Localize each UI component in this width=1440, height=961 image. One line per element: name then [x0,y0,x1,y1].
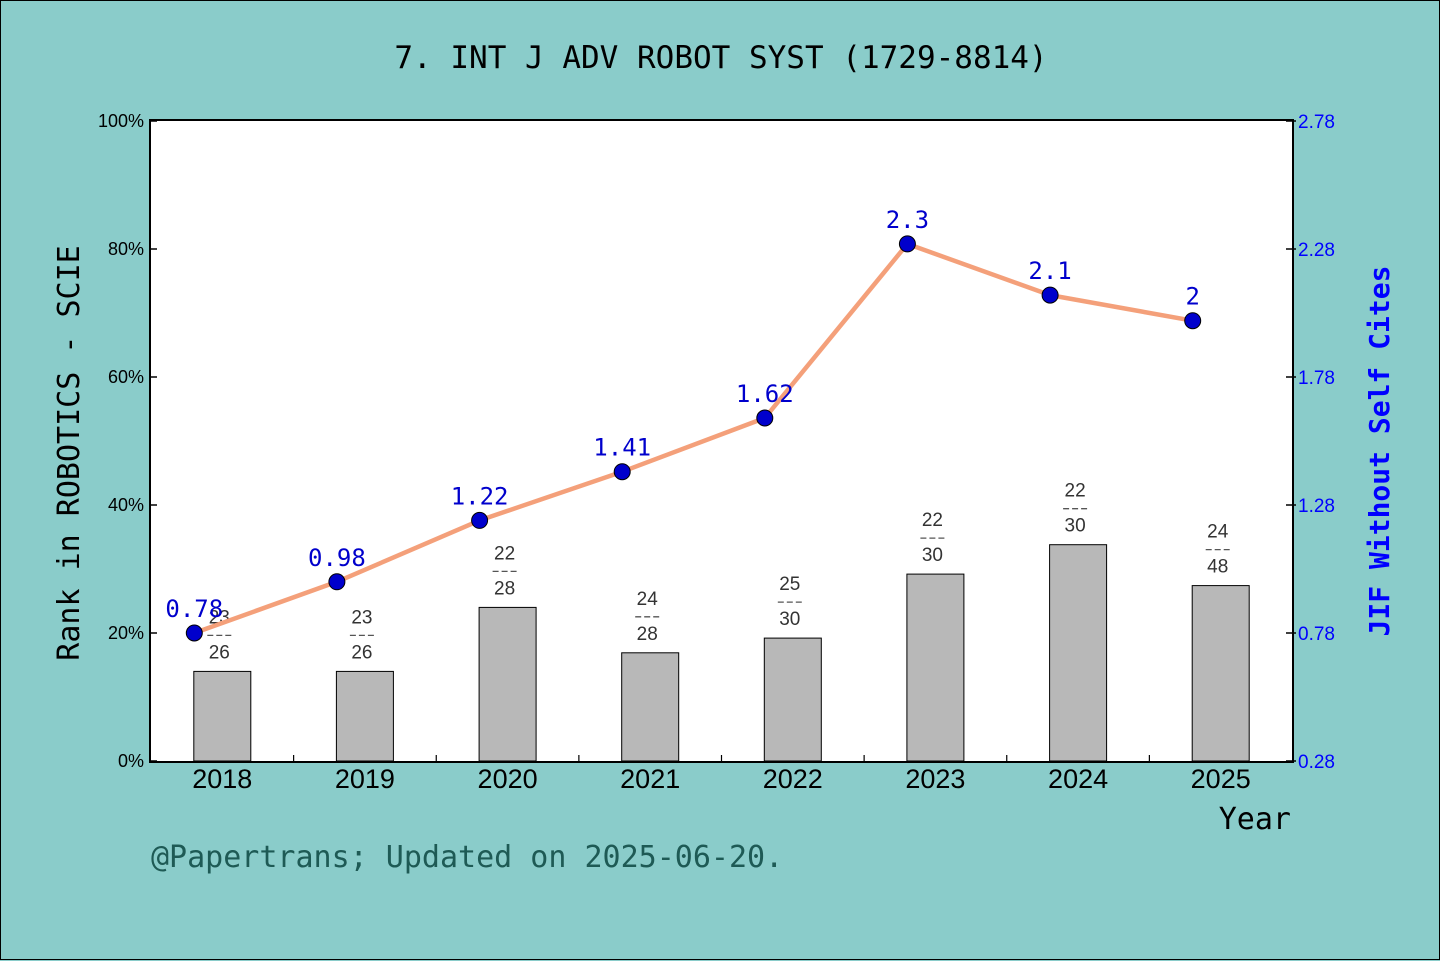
y-left-tick-2: 40% [108,495,144,515]
footer-credit: @Papertrans; Updated on 2025-06-20. [151,840,783,875]
bar-2018 [193,670,252,762]
rank-total-2024: 30 [1065,516,1086,537]
plot-area [149,119,1294,763]
jif-label-2018: 0.78 [165,595,223,623]
rank-label-2023: 22 [922,510,943,531]
rank-label-2022: 25 [779,574,800,595]
y-axis-right-title: JIF Without Self Cites [1363,266,1396,637]
jif-point-2025 [1184,312,1202,330]
x-tick-2022: 2022 [763,764,823,794]
y-right-tick-3: 1.78 [1298,368,1335,389]
bar-2025 [1191,585,1250,762]
rank-total-2021: 28 [637,624,658,645]
rank-label-2019: 23 [351,607,372,628]
y-right-tick-2: 1.28 [1298,496,1335,517]
y-right-tick-0: 0.28 [1298,752,1335,773]
jif-label-2021: 1.41 [593,434,651,462]
y-axis-left-title: Rank in ROBOTICS - SCIE [52,245,87,660]
jif-label-2023: 2.3 [886,206,929,234]
y-left-tick-0: 0% [118,751,144,771]
y-right-tick-5: 2.78 [1298,112,1335,133]
x-tick-2019: 2019 [335,764,395,794]
rank-total-2018: 26 [209,642,230,663]
jif-point-2021 [613,463,631,481]
jif-point-2018 [185,624,203,642]
x-tick-2023: 2023 [905,764,965,794]
rank-label-2020: 22 [494,543,515,564]
rank-total-2022: 30 [779,609,800,630]
jif-label-2022: 1.62 [736,380,794,408]
jif-label-2024: 2.1 [1028,257,1071,285]
chart-title: 7. INT J ADV ROBOT SYST (1729-8814) [394,40,1047,76]
y-right-tick-4: 2.28 [1298,240,1335,261]
rank-label-2024: 22 [1065,481,1086,502]
bar-2023 [906,573,965,762]
jif-point-2024 [1041,286,1059,304]
x-axis-title: Year [1219,802,1291,837]
rank-total-2023: 30 [922,545,943,566]
jif-point-2023 [898,235,916,253]
jif-label-2019: 0.98 [308,544,366,572]
y-left-tick-1: 20% [108,623,144,643]
rank-total-2020: 28 [494,578,515,599]
bar-2020 [478,606,537,762]
x-tick-2025: 2025 [1191,764,1251,794]
jif-label-2020: 1.22 [451,482,509,510]
bar-2019 [335,670,394,762]
bars-layer [193,544,1250,762]
jif-point-2019 [328,573,346,591]
x-tick-2020: 2020 [478,764,538,794]
line-layer: 0.78 0.98 1.22 1.41 1.62 2.3 2.1 2 [165,206,1202,642]
x-tick-2021: 2021 [620,764,680,794]
jif-line [192,241,1195,636]
jif-point-2022 [756,409,774,427]
axes-layer: 0% 20% 40% 60% 80% 100% 0.28 0.78 1.28 1.78 2.28 2.… [98,111,1335,794]
bar-2022 [763,637,822,762]
rank-label-2025: 24 [1207,522,1229,543]
jif-label-2025: 2 [1185,283,1199,311]
y-left-tick-4: 80% [108,239,144,259]
jif-point-2020 [471,511,489,529]
y-left-tick-5: 100% [98,111,144,131]
y-right-tick-1: 0.78 [1298,624,1335,645]
rank-total-2025: 48 [1207,557,1228,578]
rank-total-2019: 26 [351,642,372,663]
rank-label-2021: 24 [637,589,659,610]
bar-2024 [1049,544,1108,762]
x-tick-2018: 2018 [192,764,252,794]
bar-2021 [621,652,680,762]
y-left-tick-3: 60% [108,367,144,387]
x-tick-2024: 2024 [1048,764,1108,794]
